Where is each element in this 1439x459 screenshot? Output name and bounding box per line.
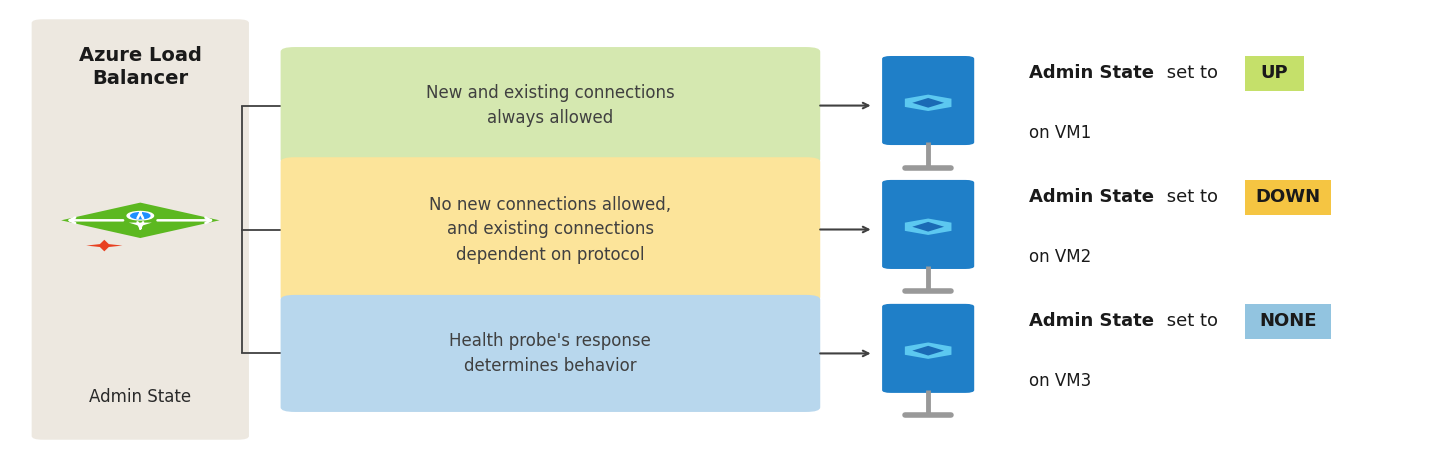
- Text: New and existing connections
always allowed: New and existing connections always allo…: [426, 84, 675, 127]
- Polygon shape: [60, 202, 219, 238]
- Text: Admin State: Admin State: [1029, 188, 1154, 207]
- Text: on VM1: on VM1: [1029, 124, 1091, 142]
- Polygon shape: [130, 223, 153, 226]
- FancyBboxPatch shape: [32, 19, 249, 440]
- FancyBboxPatch shape: [882, 56, 974, 145]
- FancyBboxPatch shape: [882, 180, 974, 269]
- Polygon shape: [905, 218, 951, 235]
- FancyBboxPatch shape: [1245, 56, 1304, 91]
- Text: NONE: NONE: [1259, 312, 1317, 330]
- Text: set to: set to: [1161, 312, 1225, 330]
- Polygon shape: [912, 98, 944, 108]
- FancyBboxPatch shape: [1245, 180, 1331, 215]
- Text: set to: set to: [1161, 64, 1225, 83]
- Text: Admin State: Admin State: [1029, 64, 1154, 83]
- Text: No new connections allowed,
and existing connections
dependent on protocol: No new connections allowed, and existing…: [429, 196, 672, 263]
- FancyBboxPatch shape: [1245, 304, 1331, 339]
- Polygon shape: [905, 95, 951, 111]
- FancyBboxPatch shape: [882, 304, 974, 393]
- Text: Admin State: Admin State: [1029, 312, 1154, 330]
- Text: Admin State: Admin State: [89, 388, 191, 406]
- Text: Azure Load
Balancer: Azure Load Balancer: [79, 46, 201, 88]
- Text: on VM3: on VM3: [1029, 372, 1091, 390]
- Text: DOWN: DOWN: [1255, 188, 1321, 207]
- FancyBboxPatch shape: [281, 157, 820, 302]
- Polygon shape: [912, 346, 944, 356]
- Circle shape: [131, 213, 150, 219]
- Polygon shape: [912, 222, 944, 232]
- Text: set to: set to: [1161, 188, 1225, 207]
- FancyBboxPatch shape: [281, 295, 820, 412]
- Circle shape: [127, 212, 154, 220]
- Polygon shape: [86, 240, 122, 252]
- Text: UP: UP: [1261, 64, 1288, 83]
- Polygon shape: [905, 342, 951, 359]
- Text: on VM2: on VM2: [1029, 248, 1091, 266]
- FancyBboxPatch shape: [281, 47, 820, 164]
- Text: Health probe's response
determines behavior: Health probe's response determines behav…: [449, 332, 652, 375]
